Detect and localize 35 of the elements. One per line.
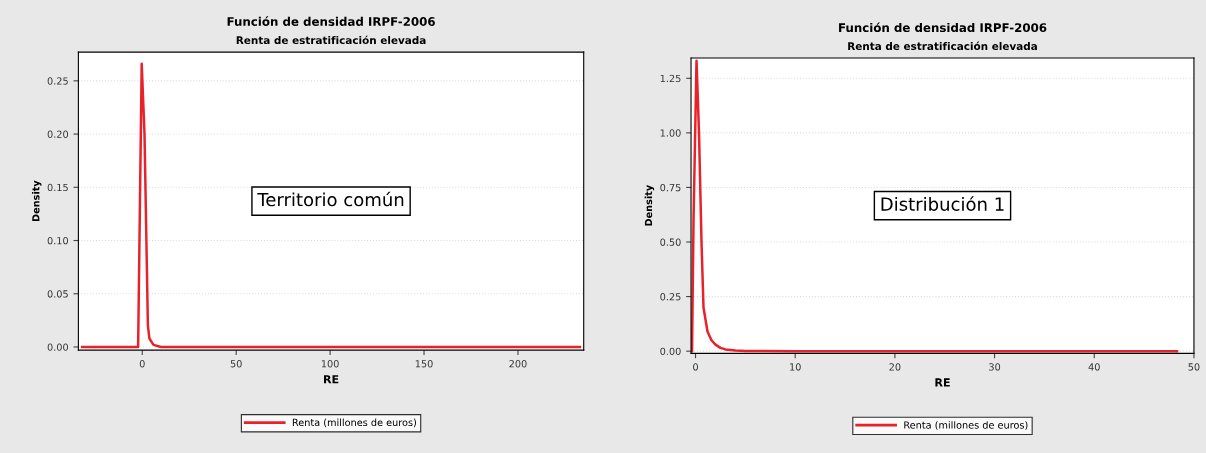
y-tick-label: 0.25 [47, 77, 68, 85]
y-tick-label: 0.00 [660, 347, 681, 355]
chart-subtitle: Renta de estratificación elevada [236, 35, 426, 45]
annotation: Distribución 1 [881, 196, 1004, 211]
x-tick-label: 20 [889, 363, 901, 371]
legend-label: Renta (millones de euros) [904, 421, 1028, 430]
x-tick-label: 50 [1188, 363, 1200, 371]
y-tick-label: 1.25 [660, 74, 681, 83]
y-tick-label: 0.20 [47, 130, 69, 138]
x-tick-label: 10 [790, 363, 801, 371]
x-axis-title: RE [323, 375, 339, 384]
x-tick-label: 30 [989, 363, 1001, 371]
x-tick-label: 0 [693, 363, 698, 371]
y-tick-label: 0.15 [47, 183, 68, 192]
y-tick-label: 0.50 [660, 238, 681, 246]
y-axis-title: Density [31, 180, 42, 222]
legend-label: Renta (millones de euros) [292, 418, 416, 428]
y-tick-label: 1.00 [660, 129, 681, 137]
x-tick-label: 200 [509, 360, 527, 368]
x-tick-label: 0 [139, 360, 145, 368]
y-tick-label: 0.25 [660, 293, 681, 301]
x-tick-label: 40 [1088, 363, 1100, 371]
x-tick-label: 150 [415, 360, 433, 368]
y-tick-label: 0.10 [47, 237, 69, 245]
x-tick-label: 100 [321, 360, 339, 368]
chart-title: Función de densidad IRPF-2006 [227, 16, 435, 26]
annotation: Territorio común [257, 191, 404, 207]
y-axis-title: Density [644, 184, 655, 226]
x-axis-title: RE [935, 378, 950, 387]
chart-subtitle: Renta de estratificación elevada [848, 41, 1037, 51]
x-tick-label: 50 [230, 360, 242, 368]
chart-title: Función de densidad IRPF-2006 [839, 22, 1047, 33]
y-tick-label: 0.00 [47, 343, 69, 351]
y-tick-label: 0.05 [47, 290, 68, 298]
y-tick-label: 0.75 [660, 183, 681, 192]
